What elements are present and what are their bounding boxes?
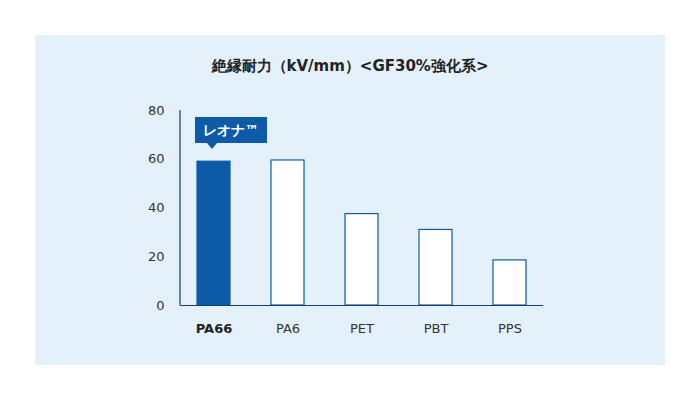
svg-text:PET: PET [350,321,374,336]
svg-text:80: 80 [148,103,165,118]
svg-text:PA66: PA66 [196,321,233,336]
svg-text:PA6: PA6 [276,321,300,336]
html-text:レオナ™: レオナ™ [203,122,259,139]
svg-text:0: 0 [156,298,164,313]
svg-text:60: 60 [148,151,165,166]
html-text:絶縁耐力（kV/mm）<GF30%強化系>: 絶縁耐力（kV/mm）<GF30%強化系> [211,57,489,75]
svg-text:PBT: PBT [424,321,449,336]
svg-text:40: 40 [148,200,165,215]
svg-text:PPS: PPS [498,321,522,336]
svg-text:20: 20 [148,249,165,264]
